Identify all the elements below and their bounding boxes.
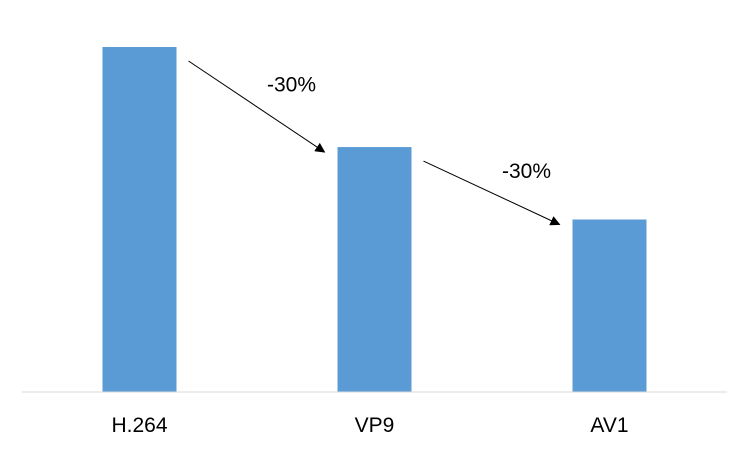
change-arrow	[423, 160, 561, 226]
bar-vp9	[337, 147, 412, 392]
change-label: -30%	[502, 160, 551, 183]
x-tick-label: AV1	[590, 414, 628, 437]
bar-h264	[102, 47, 177, 392]
bar-av1	[572, 219, 647, 392]
x-tick-label: VP9	[355, 414, 395, 437]
x-tick-label: H.264	[111, 414, 167, 437]
change-label: -30%	[267, 74, 316, 97]
change-arrow	[188, 60, 326, 153]
